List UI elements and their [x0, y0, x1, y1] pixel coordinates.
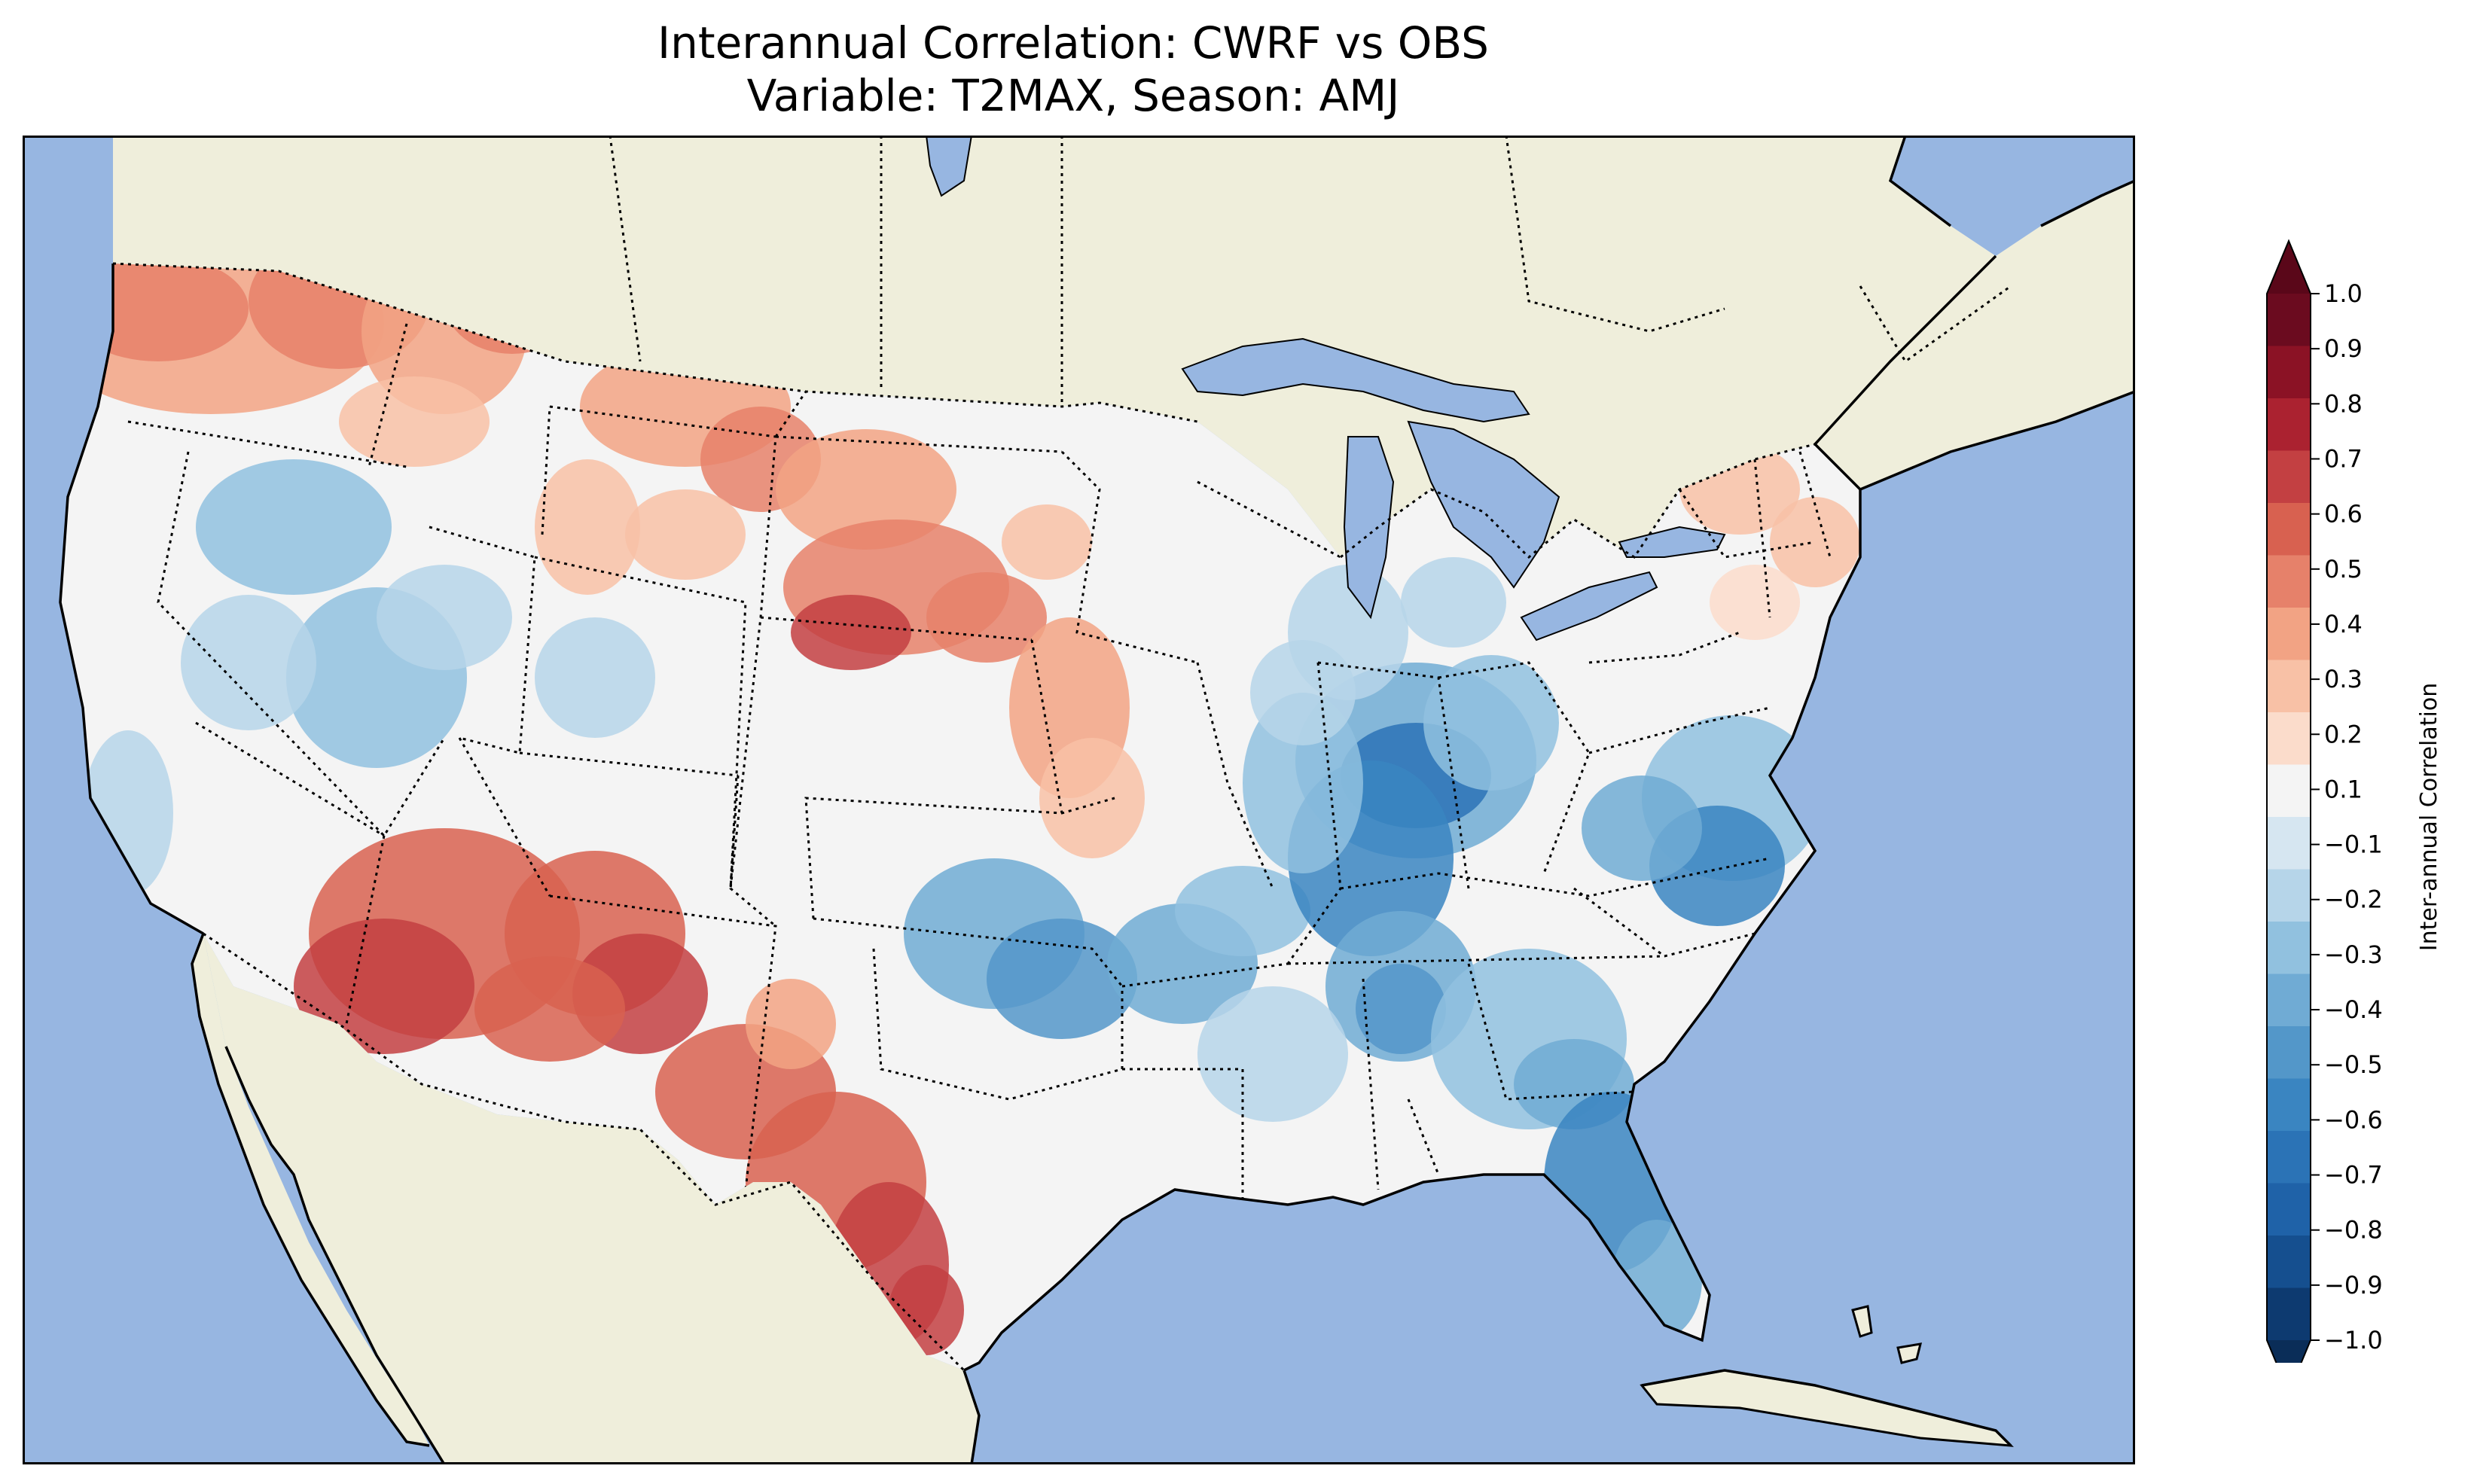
colorbar-tick-label: 0.5	[2324, 555, 2363, 584]
title-line-1: Interannual Correlation: CWRF vs OBS	[657, 17, 1489, 69]
correlation-patch	[1175, 866, 1310, 956]
colorbar-band	[2267, 450, 2311, 504]
colorbar-tick-label: 0.3	[2324, 665, 2363, 693]
colorbar-band	[2267, 869, 2311, 922]
colorbar-label: Inter-annual Correlation	[2416, 683, 2442, 951]
colorbar-band	[2267, 1026, 2311, 1079]
correlation-patch	[746, 979, 836, 1069]
country-borders	[112, 136, 2012, 1372]
correlation-patch	[1582, 776, 1702, 881]
lake-huron	[1407, 420, 1560, 589]
lake-superior	[1181, 337, 1530, 423]
colorbar-tick-label: 0.4	[2324, 610, 2363, 638]
colorbar: −1.0 −0.9 −0.8 −0.7 −0.6 −0.5 −0.4 −0.3 −0.2 −0.1…	[2266, 239, 2442, 1363]
bahamas-2	[1896, 1342, 1923, 1364]
correlation-patch	[1197, 986, 1348, 1122]
colorbar-tick-label: −0.2	[2324, 885, 2383, 914]
correlation-patch	[535, 459, 640, 595]
correlation-patch	[926, 572, 1047, 663]
colorbar-tick-label: −0.7	[2324, 1161, 2383, 1190]
colorbar-band	[2267, 1183, 2311, 1236]
correlation-map	[23, 136, 2135, 1464]
correlation-patch	[987, 919, 1137, 1039]
correlation-patch	[339, 376, 490, 467]
colorbar-band	[2267, 1131, 2311, 1184]
correlation-patch	[1002, 504, 1092, 580]
colorbar-band	[2267, 1287, 2311, 1341]
colorbar-tick-label: 0.8	[2324, 389, 2363, 418]
colorbar-tick-label: −0.3	[2324, 940, 2383, 969]
lake-erie	[1520, 571, 1658, 641]
colorbar-band	[2267, 1236, 2311, 1288]
colorbar-band	[2267, 398, 2311, 451]
colorbar-band	[2267, 764, 2311, 818]
correlation-patch	[294, 919, 474, 1054]
colorbar-tick-label: 1.0	[2324, 279, 2363, 308]
correlation-patch	[1770, 497, 1860, 587]
colorbar-band	[2267, 346, 2311, 399]
colorbar-band	[2267, 608, 2311, 660]
colorbar-tick-label: 0.1	[2324, 775, 2363, 803]
canada-land	[113, 136, 2135, 557]
correlation-patch	[1243, 693, 1363, 873]
lake-winnipeg	[925, 136, 973, 197]
correlation-patch	[474, 956, 625, 1062]
colorbar-band	[2267, 503, 2311, 556]
colorbar-band	[2267, 922, 2311, 974]
colorbar-band	[2267, 1078, 2311, 1132]
colorbar-tick-label: 0.9	[2324, 334, 2363, 363]
correlation-patch	[791, 595, 911, 670]
colorbar-band	[2267, 712, 2311, 765]
colorbar-tick-label: −0.5	[2324, 1050, 2383, 1079]
correlation-patch	[1288, 565, 1408, 700]
correlation-patch	[625, 489, 746, 580]
colorbar-tick-label: −1.0	[2324, 1326, 2383, 1354]
colorbar-tick-label: 0.7	[2324, 444, 2363, 473]
colorbar-tick-label: 0.2	[2324, 720, 2363, 748]
chart-title: Interannual Correlation: CWRF vs OBS Var…	[0, 17, 2146, 122]
correlation-patch	[377, 565, 512, 670]
correlation-patch	[1401, 557, 1506, 648]
colorbar-tick-label: −0.6	[2324, 1105, 2383, 1134]
title-line-2: Variable: T2MAX, Season: AMJ	[746, 70, 1400, 121]
correlation-patch	[1710, 565, 1800, 640]
correlation-patch	[1423, 655, 1559, 791]
colorbar-extend-high	[2267, 241, 2311, 294]
lake-ontario	[1618, 526, 1726, 558]
correlation-patch	[535, 617, 655, 738]
mexico-land	[203, 934, 979, 1464]
correlation-patch	[181, 595, 316, 730]
colorbar-band	[2267, 660, 2311, 713]
bahamas-1	[1851, 1305, 1873, 1338]
colorbar-tick-label: 0.6	[2324, 500, 2363, 529]
colorbar-band	[2267, 294, 2311, 346]
colorbar-band	[2267, 555, 2311, 608]
map-frame	[23, 136, 2135, 1464]
correlation-patch	[776, 429, 956, 550]
correlation-patch	[1356, 964, 1446, 1054]
colorbar-tick-label: −0.4	[2324, 995, 2383, 1024]
great-lakes	[925, 136, 1726, 641]
colorbar-band	[2267, 817, 2311, 870]
colorbar-extend-low	[2267, 1340, 2311, 1363]
colorbar-tick-label: −0.9	[2324, 1271, 2383, 1300]
coastlines	[59, 136, 2135, 1464]
colorbar-band	[2267, 974, 2311, 1027]
correlation-patch	[196, 459, 392, 595]
colorbar-tick-label: −0.1	[2324, 830, 2383, 859]
colorbar-tick-label: −0.8	[2324, 1216, 2383, 1245]
state-borders	[127, 323, 1832, 1205]
correlation-patch	[1039, 738, 1145, 858]
lake-michigan	[1343, 436, 1395, 620]
